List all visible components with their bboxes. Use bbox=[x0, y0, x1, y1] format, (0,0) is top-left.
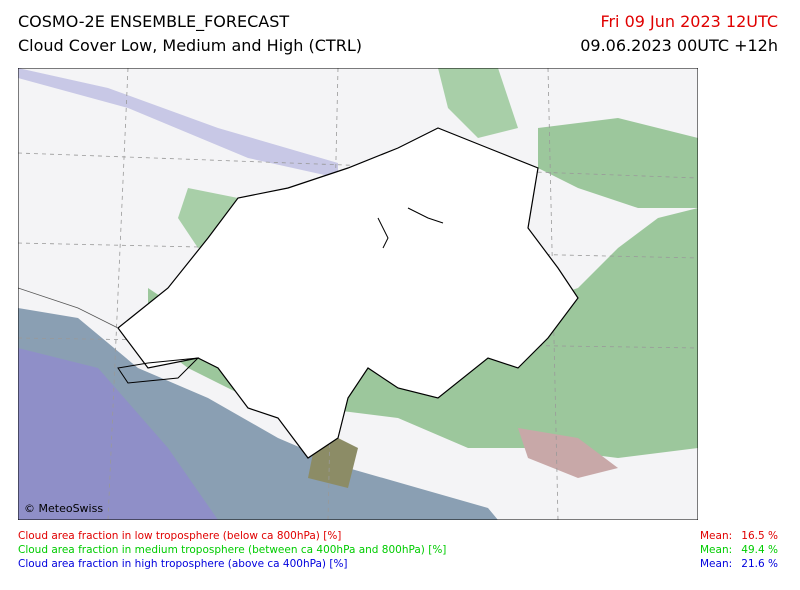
copyright: © MeteoSwiss bbox=[24, 502, 103, 515]
valid-time: Fri 09 Jun 2023 12UTC bbox=[600, 12, 778, 31]
medium-cloud-area bbox=[438, 68, 518, 138]
medium-cloud-area bbox=[538, 118, 698, 208]
legend-text: Cloud area fraction in medium tropospher… bbox=[18, 544, 447, 556]
region-border bbox=[18, 287, 119, 329]
legend-text: Cloud area fraction in low troposphere (… bbox=[18, 530, 342, 542]
mean-label: Mean: bbox=[700, 530, 733, 542]
graticule-line bbox=[107, 68, 129, 520]
graticule-line bbox=[18, 242, 698, 259]
mean-label: Mean: bbox=[700, 544, 733, 556]
run-time: 09.06.2023 00UTC +12h bbox=[580, 36, 778, 55]
lake bbox=[377, 217, 389, 249]
lake bbox=[117, 357, 200, 384]
country-border bbox=[117, 127, 579, 459]
mean-value: 21.6 % bbox=[741, 558, 778, 570]
low-cloud-area bbox=[518, 428, 618, 478]
high-cloud-band bbox=[18, 68, 338, 178]
map: © MeteoSwiss bbox=[18, 68, 698, 520]
legend-text: Cloud area fraction in high troposphere … bbox=[18, 558, 348, 570]
mean-label: Mean: bbox=[700, 558, 733, 570]
mean-value: 16.5 % bbox=[741, 530, 778, 542]
subtitle: Cloud Cover Low, Medium and High (CTRL) bbox=[18, 36, 362, 55]
mean-value: 49.4 % bbox=[741, 544, 778, 556]
lake bbox=[407, 207, 444, 224]
title: COSMO-2E ENSEMBLE_FORECAST bbox=[18, 12, 290, 31]
graticule-line bbox=[18, 152, 698, 179]
high-cloud-area bbox=[18, 348, 218, 520]
